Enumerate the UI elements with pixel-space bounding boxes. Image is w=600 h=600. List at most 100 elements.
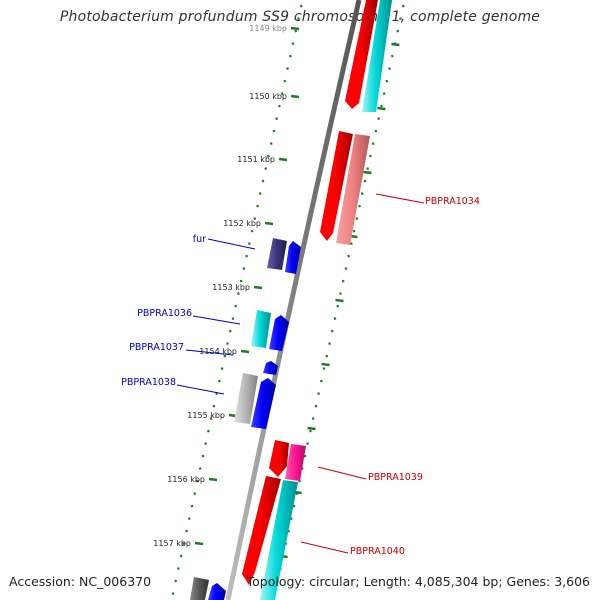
cds-feature[interactable] — [234, 373, 258, 424]
inner-ring-dot — [291, 42, 295, 45]
inner-ring-dot — [272, 129, 276, 133]
cds-feature[interactable] — [251, 378, 276, 429]
scale-rings — [171, 4, 405, 595]
outer-ring-dot — [371, 142, 375, 145]
outer-ring-dot — [352, 229, 356, 233]
inner-ring-dot — [187, 517, 191, 520]
inner-ring-dot — [171, 592, 175, 595]
cds-feature[interactable] — [267, 238, 287, 270]
scale-tick — [290, 94, 300, 99]
outer-ring-dot — [390, 54, 394, 58]
cds-feature[interactable] — [242, 476, 281, 585]
outer-ring-dot — [336, 304, 340, 308]
scale-tick — [264, 221, 274, 226]
inner-ring-dot — [269, 142, 273, 145]
outer-ring-dot — [317, 392, 320, 395]
outer-ring-dot — [401, 4, 405, 8]
cds-feature[interactable] — [362, 0, 392, 112]
label-leader — [375, 193, 425, 204]
label-leader — [317, 466, 367, 480]
label-leader — [176, 384, 225, 395]
inner-ring-dot — [267, 154, 270, 158]
inner-ring-dot — [207, 429, 210, 433]
outer-ring-dot — [303, 454, 307, 458]
outer-ring-dot — [339, 292, 342, 295]
outer-ring-tick — [377, 106, 386, 111]
inner-ring-dot — [283, 79, 287, 83]
outer-ring-tick — [321, 362, 330, 367]
inner-ring-dot — [297, 17, 300, 20]
inner-ring-dot — [209, 417, 213, 420]
outer-ring-dot — [385, 79, 389, 83]
outer-ring-tick — [391, 42, 400, 47]
outer-ring-dot — [347, 254, 350, 258]
scale-label: 1154 kbp — [199, 347, 237, 356]
gene-label-pbpra1037[interactable]: PBPRA1037 — [129, 342, 184, 353]
cds-feature[interactable] — [345, 0, 378, 109]
gene-label-pbpra1039[interactable]: PBPRA1039 — [368, 472, 423, 483]
outer-ring-dot — [366, 167, 370, 170]
gene-label-pbpra1034[interactable]: PBPRA1034 — [425, 196, 480, 207]
gene-label-pbpra1036[interactable]: PBPRA1036 — [137, 308, 192, 319]
cds-feature[interactable] — [208, 583, 226, 600]
inner-ring-dot — [174, 579, 178, 583]
scale-label: 1157 kbp — [153, 539, 191, 548]
inner-ring-dot — [177, 567, 180, 570]
cds-feature[interactable] — [263, 361, 278, 375]
inner-ring-dot — [231, 317, 235, 320]
cds-feature[interactable] — [285, 241, 301, 274]
label-leader — [300, 541, 349, 554]
scale-label: 1151 kbp — [237, 155, 275, 164]
inner-ring-dot — [220, 367, 224, 370]
cds-feature[interactable] — [269, 315, 289, 351]
inner-ring-dot — [190, 504, 194, 508]
inner-ring-dot — [217, 379, 221, 383]
inner-ring-dot — [253, 217, 257, 220]
outer-ring-dot — [341, 279, 345, 283]
cds-feature[interactable] — [190, 577, 209, 600]
label-leader — [185, 349, 234, 356]
inner-ring-dot — [198, 467, 202, 470]
inner-ring-dot — [294, 29, 298, 33]
inner-ring-dot — [228, 329, 232, 333]
outer-ring-dot — [360, 192, 364, 195]
outer-ring-tick — [307, 426, 316, 431]
scale-tick — [253, 285, 263, 290]
outer-ring-dot — [319, 379, 323, 383]
outer-ring-dot — [309, 429, 312, 433]
gene-label-pbpra1040[interactable]: PBPRA1040 — [350, 546, 405, 557]
outer-ring-dot — [333, 317, 337, 320]
inner-ring-dot — [275, 117, 279, 120]
cds-feature[interactable] — [269, 440, 289, 477]
chromosome-backbone — [225, 0, 362, 600]
gene-labels: fur PBPRA1036 PBPRA1037 PBPRA1038 PBPRA1… — [121, 193, 480, 557]
inner-ring-dot — [299, 4, 303, 8]
inner-ring-dot — [182, 542, 186, 545]
plus-strand-features — [242, 0, 392, 600]
inner-ring-dot — [264, 167, 268, 170]
cds-feature[interactable] — [336, 134, 370, 245]
inner-ring-dot — [245, 254, 248, 258]
outer-ring-tick — [335, 298, 344, 303]
outer-ring-dot — [344, 267, 348, 270]
scale-label: 1150 kbp — [249, 92, 287, 101]
genome-summary: Topology: circular; Length: 4,085,304 bp… — [246, 574, 590, 589]
cds-feature[interactable] — [251, 310, 271, 348]
label-leader — [192, 315, 241, 325]
scale-label: 1155 kbp — [187, 411, 225, 420]
outer-ring-dot — [289, 517, 293, 520]
inner-ring-dot — [288, 54, 292, 58]
gene-label-pbpra1038[interactable]: PBPRA1038 — [121, 377, 176, 388]
scale-tick — [240, 349, 250, 354]
outer-ring-dot — [382, 92, 386, 95]
gene-label-fur[interactable]: fur — [193, 234, 206, 245]
outer-ring-dot — [292, 504, 296, 508]
inner-ring-dot — [223, 354, 227, 358]
cds-feature[interactable] — [320, 131, 353, 241]
cds-feature[interactable] — [260, 480, 298, 600]
scale-label: 1152 kbp — [223, 219, 261, 228]
scale-label: 1149 kbp — [249, 24, 287, 33]
cds-feature[interactable] — [285, 444, 306, 481]
inner-ring-dot — [185, 529, 188, 533]
